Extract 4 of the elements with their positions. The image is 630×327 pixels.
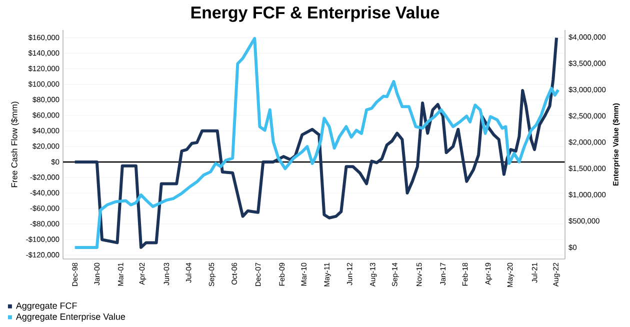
legend-label: Aggregate FCF: [16, 302, 77, 311]
legend-label: Aggregate Enterprise Value: [16, 313, 126, 322]
chart-title: Energy FCF & Enterprise Value: [191, 6, 440, 22]
y-axis-title: Free Cash Flow ($mm): [10, 102, 19, 188]
